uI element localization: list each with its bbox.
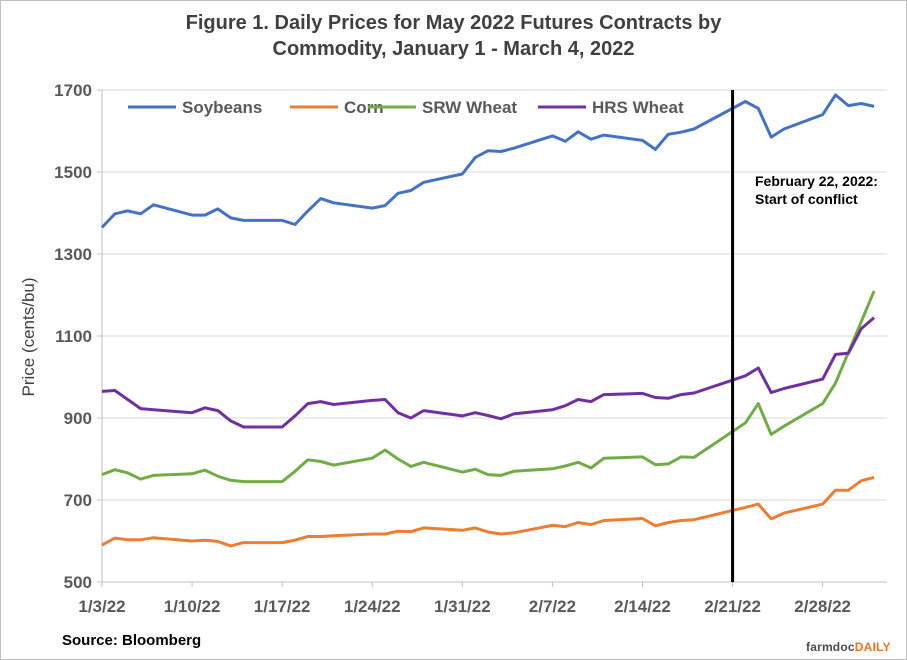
x-tick-labels: 1/3/22 1/10/22 1/17/22 1/24/22 1/31/22 2/7/22… bbox=[78, 597, 851, 616]
series-lines bbox=[100, 93, 876, 548]
conflict-annotation-line-1: February 22, 2022: bbox=[755, 173, 878, 189]
legend-label-corn: Corn bbox=[344, 98, 384, 117]
series-line-srw-wheat bbox=[101, 290, 876, 484]
series-line-hrs-wheat bbox=[101, 316, 876, 429]
legend-label-srw-wheat: SRW Wheat bbox=[422, 98, 517, 117]
y-tick-label-1700: 1700 bbox=[54, 81, 92, 100]
chart-title-line-1: Figure 1. Daily Prices for May 2022 Futu… bbox=[185, 12, 722, 34]
y-tick-labels: 500 700 900 1100 1300 1500 1700 bbox=[54, 81, 92, 592]
legend-label-soybeans: Soybeans bbox=[182, 98, 262, 117]
y-tick-label-900: 900 bbox=[64, 409, 92, 428]
brand-logo: farmdocDAILY bbox=[806, 640, 891, 654]
legend: Soybeans Corn SRW Wheat HRS Wheat bbox=[128, 98, 684, 117]
conflict-annotation: February 22, 2022: Start of conflict bbox=[755, 172, 878, 208]
x-tick-label-2-21-22: 2/21/22 bbox=[704, 597, 761, 616]
legend-label-hrs-wheat: HRS Wheat bbox=[592, 98, 684, 117]
brand-main: farmdoc bbox=[806, 640, 855, 654]
series-line-soybeans bbox=[100, 93, 875, 229]
y-tick-label-1500: 1500 bbox=[54, 163, 92, 182]
x-tick-label-1-31-22: 1/31/22 bbox=[434, 597, 491, 616]
chart-title-line-2: Commodity, January 1 - March 4, 2022 bbox=[272, 38, 635, 60]
x-tick-label-1-3-22: 1/3/22 bbox=[78, 597, 125, 616]
y-tick-label-500: 500 bbox=[64, 573, 92, 592]
conflict-annotation-line-2: Start of conflict bbox=[755, 191, 858, 207]
source-note: Source: Bloomberg bbox=[62, 632, 202, 649]
x-tick-label-2-7-22: 2/7/22 bbox=[529, 597, 576, 616]
y-tick-label-1300: 1300 bbox=[54, 245, 92, 264]
y-tick-label-700: 700 bbox=[64, 491, 92, 510]
x-tick-label-1-17-22: 1/17/22 bbox=[254, 597, 311, 616]
brand-accent: DAILY bbox=[854, 640, 891, 654]
x-tick-label-1-24-22: 1/24/22 bbox=[344, 597, 401, 616]
series-line-corn bbox=[101, 475, 875, 548]
x-tick-label-2-14-22: 2/14/22 bbox=[614, 597, 671, 616]
x-tick-label-2-28-22: 2/28/22 bbox=[794, 597, 851, 616]
axes bbox=[97, 89, 887, 587]
chart-title: Figure 1. Daily Prices for May 2022 Futu… bbox=[0, 10, 907, 62]
x-tick-label-1-10-22: 1/10/22 bbox=[164, 597, 221, 616]
y-tick-label-1100: 1100 bbox=[55, 327, 92, 346]
y-axis-label: Price (cents/bu) bbox=[19, 277, 38, 396]
